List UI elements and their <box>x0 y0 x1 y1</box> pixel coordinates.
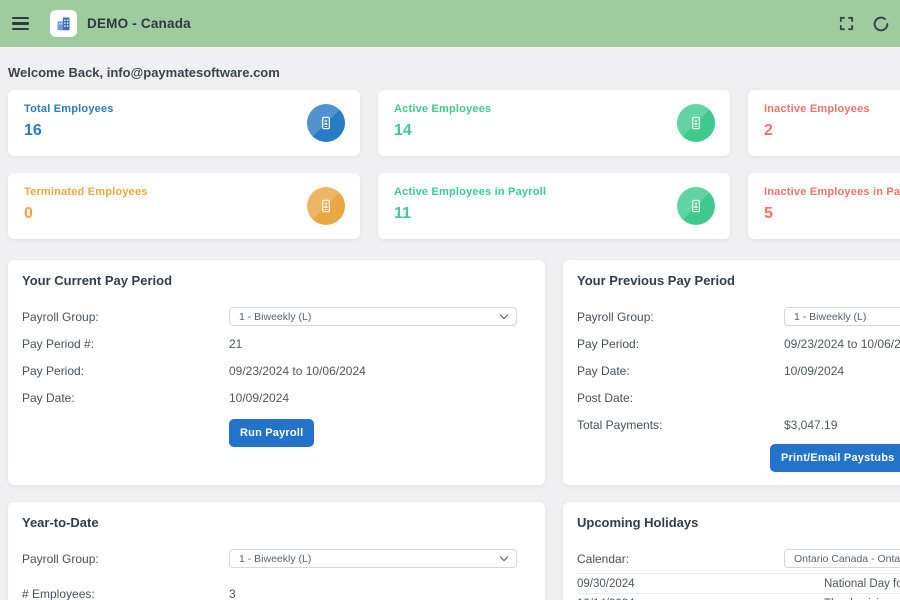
stat-label: Active Employees <box>394 103 492 115</box>
current-pay-period-panel: Your Current Pay Period Payroll Group: 1… <box>8 260 545 485</box>
panel-title: Your Current Pay Period <box>22 273 173 288</box>
num-employees-value: 3 <box>229 586 236 600</box>
payroll-group-label: Payroll Group: <box>22 309 99 324</box>
active-employees-payroll-card: Active Employees in Payroll 11 <box>378 173 730 239</box>
stat-value: 2 <box>764 122 773 139</box>
fullscreen-icon[interactable] <box>838 15 856 33</box>
pay-period-value: 09/23/2024 to 10/06/2024 <box>229 363 366 378</box>
app-logo[interactable] <box>50 10 77 37</box>
pay-date-value: 10/09/2024 <box>229 390 290 405</box>
building-icon <box>55 15 72 32</box>
company-title: DEMO - Canada <box>87 16 191 31</box>
top-app-bar: DEMO - Canada <box>0 0 900 47</box>
holiday-row: 09/30/2024 National Day for Truth and Re… <box>577 574 900 594</box>
total-payments-value: $3,047.19 <box>784 417 838 432</box>
chevron-down-icon <box>499 310 509 320</box>
dashboard-content: Welcome Back, info@paymatesoftware.com T… <box>0 47 900 600</box>
calendar-label: Calendar: <box>577 551 630 566</box>
employee-badge-icon <box>677 187 715 225</box>
stat-label: Inactive Employees in Payroll <box>764 186 900 198</box>
pay-period-label: Pay Period: <box>22 363 85 378</box>
pay-date-label: Pay Date: <box>577 363 630 378</box>
stat-value: 11 <box>394 205 411 222</box>
stat-value: 5 <box>764 205 773 222</box>
calendar-select[interactable]: Ontario Canada - Ontario, <box>784 549 900 568</box>
payroll-group-select[interactable]: 1 - Biweekly (L) <box>229 549 517 568</box>
employee-badge-icon <box>307 104 345 142</box>
refresh-icon[interactable] <box>872 15 890 33</box>
holiday-name: Thanksgiving <box>824 598 892 600</box>
payroll-group-selected-value: 1 - Biweekly (L) <box>239 310 312 323</box>
upcoming-holidays-panel: Upcoming Holidays Calendar: Ontario Cana… <box>563 502 900 600</box>
stat-label: Total Employees <box>24 103 114 115</box>
pay-period-number-label: Pay Period #: <box>22 336 95 351</box>
menu-icon[interactable] <box>12 16 29 31</box>
pay-period-value: 09/23/2024 to 10/06/2024 <box>784 336 900 351</box>
post-date-label: Post Date: <box>577 390 634 405</box>
payroll-group-select[interactable]: 1 - Biweekly (L) <box>229 307 517 326</box>
panel-title: Your Previous Pay Period <box>577 273 735 288</box>
stat-cards-grid: Total Employees 16 Active Employees 14 I… <box>8 90 900 239</box>
employee-badge-icon <box>307 187 345 225</box>
holiday-row: 10/14/2024 Thanksgiving <box>577 594 900 600</box>
employee-badge-icon <box>677 104 715 142</box>
inactive-employees-payroll-card: Inactive Employees in Payroll 5 <box>748 173 900 239</box>
welcome-message: Welcome Back, info@paymatesoftware.com <box>8 65 280 80</box>
active-employees-card: Active Employees 14 <box>378 90 730 156</box>
panel-title: Year-to-Date <box>22 515 99 530</box>
panel-title: Upcoming Holidays <box>577 515 699 530</box>
pay-period-panels: Your Current Pay Period Payroll Group: 1… <box>8 260 900 600</box>
previous-pay-period-panel: Your Previous Pay Period Payroll Group: … <box>563 260 900 485</box>
stat-label: Terminated Employees <box>24 186 148 198</box>
stat-value: 16 <box>24 122 42 139</box>
inactive-employees-card: Inactive Employees 2 <box>748 90 900 156</box>
num-employees-label: # Employees: <box>22 586 95 600</box>
pay-date-label: Pay Date: <box>22 390 75 405</box>
payroll-group-label: Payroll Group: <box>22 551 99 566</box>
payroll-group-select[interactable]: 1 - Biweekly (L) <box>784 307 900 326</box>
payroll-group-label: Payroll Group: <box>577 309 654 324</box>
stat-label: Inactive Employees <box>764 103 870 115</box>
holiday-date: 09/30/2024 <box>577 577 635 590</box>
year-to-date-panel: Year-to-Date Payroll Group: 1 - Biweekly… <box>8 502 545 600</box>
terminated-employees-card: Terminated Employees 0 <box>8 173 360 239</box>
total-employees-card: Total Employees 16 <box>8 90 360 156</box>
pay-period-label: Pay Period: <box>577 336 640 351</box>
stat-value: 14 <box>394 122 412 139</box>
total-payments-label: Total Payments: <box>577 417 663 432</box>
chevron-down-icon <box>499 552 509 562</box>
holiday-date: 10/14/2024 <box>577 598 824 600</box>
calendar-selected-value: Ontario Canada - Ontario, <box>794 552 900 565</box>
pay-period-number-value: 21 <box>229 336 243 351</box>
payroll-group-selected-value: 1 - Biweekly (L) <box>239 552 312 565</box>
payroll-group-selected-value: 1 - Biweekly (L) <box>794 310 867 323</box>
stat-label: Active Employees in Payroll <box>394 186 547 198</box>
stat-value: 0 <box>24 205 33 222</box>
print-email-paystubs-button[interactable]: Print/Email Paystubs <box>770 444 900 472</box>
run-payroll-button[interactable]: Run Payroll <box>229 419 315 447</box>
holiday-name: National Day for Truth and Reconciliatio… <box>824 577 900 590</box>
pay-date-value: 10/09/2024 <box>784 363 845 378</box>
